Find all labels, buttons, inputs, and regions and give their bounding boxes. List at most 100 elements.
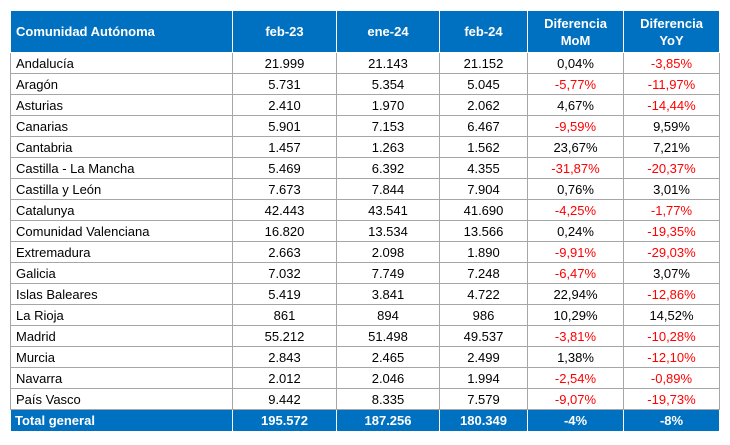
table-row: Navarra 2.012 2.046 1.994 -2,54% -0,89% — [10, 367, 720, 389]
ene-24-value: 13.534 — [336, 220, 440, 242]
header-diff-mom: Diferencia MoM — [527, 10, 624, 53]
total-feb-23-value: 195.572 — [232, 409, 337, 432]
total-feb-24-value: 180.349 — [439, 409, 528, 432]
diff-yoy-value: 7,21% — [623, 136, 720, 158]
diff-mom-value: -9,59% — [527, 115, 624, 137]
header-feb-24: feb-24 — [439, 10, 528, 53]
table-row: Andalucía 21.999 21.143 21.152 0,04% -3,85% — [10, 52, 720, 74]
feb-24-value: 1.890 — [439, 241, 528, 263]
diff-yoy-value: -12,86% — [623, 283, 720, 305]
diff-mom-value: 22,94% — [527, 283, 624, 305]
ene-24-value: 3.841 — [336, 283, 440, 305]
feb-23-value: 2.843 — [232, 346, 337, 368]
feb-24-value: 2.062 — [439, 94, 528, 116]
diff-yoy-value: -29,03% — [623, 241, 720, 263]
feb-23-value: 42.443 — [232, 199, 337, 221]
diff-yoy-value: -3,85% — [623, 52, 720, 74]
region-name: Comunidad Valenciana — [10, 220, 233, 242]
table-row: Comunidad Valenciana 16.820 13.534 13.566 0,… — [10, 220, 720, 242]
diff-mom-value: 0,76% — [527, 178, 624, 200]
ene-24-value: 1.970 — [336, 94, 440, 116]
diff-mom-value: 10,29% — [527, 304, 624, 326]
table-row: Canarias 5.901 7.153 6.467 -9,59% 9,59% — [10, 115, 720, 137]
ene-24-value: 2.098 — [336, 241, 440, 263]
diff-yoy-value: -1,77% — [623, 199, 720, 221]
feb-23-value: 21.999 — [232, 52, 337, 74]
feb-24-value: 7.579 — [439, 388, 528, 410]
region-name: Castilla y León — [10, 178, 233, 200]
feb-23-value: 5.469 — [232, 157, 337, 179]
feb-23-value: 1.457 — [232, 136, 337, 158]
diff-mom-value: -5,77% — [527, 73, 624, 95]
header-feb-23: feb-23 — [232, 10, 337, 53]
feb-23-value: 55.212 — [232, 325, 337, 347]
ene-24-value: 1.263 — [336, 136, 440, 158]
region-name: Islas Baleares — [10, 283, 233, 305]
diff-mom-value: -3,81% — [527, 325, 624, 347]
table-row: Murcia 2.843 2.465 2.499 1,38% -12,10% — [10, 346, 720, 368]
ene-24-value: 894 — [336, 304, 440, 326]
diff-yoy-value: -19,35% — [623, 220, 720, 242]
table-row: La Rioja 861 894 986 10,29% 14,52% — [10, 304, 720, 326]
total-region-name: Total general — [10, 409, 233, 432]
table-row: Castilla y León 7.673 7.844 7.904 0,76% 3,01% — [10, 178, 720, 200]
region-name: Canarias — [10, 115, 233, 137]
table-row: Catalunya 42.443 43.541 41.690 -4,25% -1,77% — [10, 199, 720, 221]
diff-yoy-value: 14,52% — [623, 304, 720, 326]
feb-24-value: 1.562 — [439, 136, 528, 158]
feb-24-value: 13.566 — [439, 220, 528, 242]
diff-yoy-value: -20,37% — [623, 157, 720, 179]
region-name: Asturias — [10, 94, 233, 116]
ene-24-value: 7.749 — [336, 262, 440, 284]
diff-mom-value: -31,87% — [527, 157, 624, 179]
ene-24-value: 6.392 — [336, 157, 440, 179]
diff-mom-value: -4,25% — [527, 199, 624, 221]
region-name: La Rioja — [10, 304, 233, 326]
total-row: Total general 195.572 187.256 180.349 -4% -8% — [10, 409, 720, 432]
diff-mom-value: -6,47% — [527, 262, 624, 284]
feb-24-value: 4.722 — [439, 283, 528, 305]
table-row: País Vasco 9.442 8.335 7.579 -9,07% -19,73% — [10, 388, 720, 410]
header-row: Comunidad Autónoma feb-23 ene-24 feb-24 … — [10, 10, 720, 53]
feb-23-value: 5.419 — [232, 283, 337, 305]
ene-24-value: 21.143 — [336, 52, 440, 74]
ene-24-value: 43.541 — [336, 199, 440, 221]
table-row: Asturias 2.410 1.970 2.062 4,67% -14,44% — [10, 94, 720, 116]
region-name: Aragón — [10, 73, 233, 95]
region-name: Catalunya — [10, 199, 233, 221]
diff-mom-value: 4,67% — [527, 94, 624, 116]
feb-24-value: 5.045 — [439, 73, 528, 95]
ene-24-value: 5.354 — [336, 73, 440, 95]
feb-23-value: 2.410 — [232, 94, 337, 116]
feb-24-value: 49.537 — [439, 325, 528, 347]
region-table-container: Comunidad Autónoma feb-23 ene-24 feb-24 … — [10, 10, 720, 432]
table-row: Islas Baleares 5.419 3.841 4.722 22,94% -12,8… — [10, 283, 720, 305]
ene-24-value: 2.465 — [336, 346, 440, 368]
diff-yoy-value: -11,97% — [623, 73, 720, 95]
ene-24-value: 2.046 — [336, 367, 440, 389]
region-name: Galicia — [10, 262, 233, 284]
diff-yoy-value: 9,59% — [623, 115, 720, 137]
diff-yoy-value: -10,28% — [623, 325, 720, 347]
region-name: Cantabria — [10, 136, 233, 158]
feb-24-value: 6.467 — [439, 115, 528, 137]
feb-23-value: 5.731 — [232, 73, 337, 95]
table-row: Cantabria 1.457 1.263 1.562 23,67% 7,21% — [10, 136, 720, 158]
diff-mom-value: -2,54% — [527, 367, 624, 389]
table-row: Galicia 7.032 7.749 7.248 -6,47% 3,07% — [10, 262, 720, 284]
table-row: Aragón 5.731 5.354 5.045 -5,77% -11,97% — [10, 73, 720, 95]
feb-23-value: 7.032 — [232, 262, 337, 284]
feb-23-value: 16.820 — [232, 220, 337, 242]
total-diff-mom-value: -4% — [527, 409, 624, 432]
feb-23-value: 861 — [232, 304, 337, 326]
feb-24-value: 21.152 — [439, 52, 528, 74]
diff-mom-value: 1,38% — [527, 346, 624, 368]
diff-yoy-value: -19,73% — [623, 388, 720, 410]
diff-mom-value: -9,91% — [527, 241, 624, 263]
ene-24-value: 7.844 — [336, 178, 440, 200]
diff-yoy-value: -0,89% — [623, 367, 720, 389]
table-row: Madrid 55.212 51.498 49.537 -3,81% -10,28% — [10, 325, 720, 347]
table-body: Andalucía 21.999 21.143 21.152 0,04% -3,85% Ar… — [10, 52, 720, 432]
region-name: Castilla - La Mancha — [10, 157, 233, 179]
region-name: Andalucía — [10, 52, 233, 74]
